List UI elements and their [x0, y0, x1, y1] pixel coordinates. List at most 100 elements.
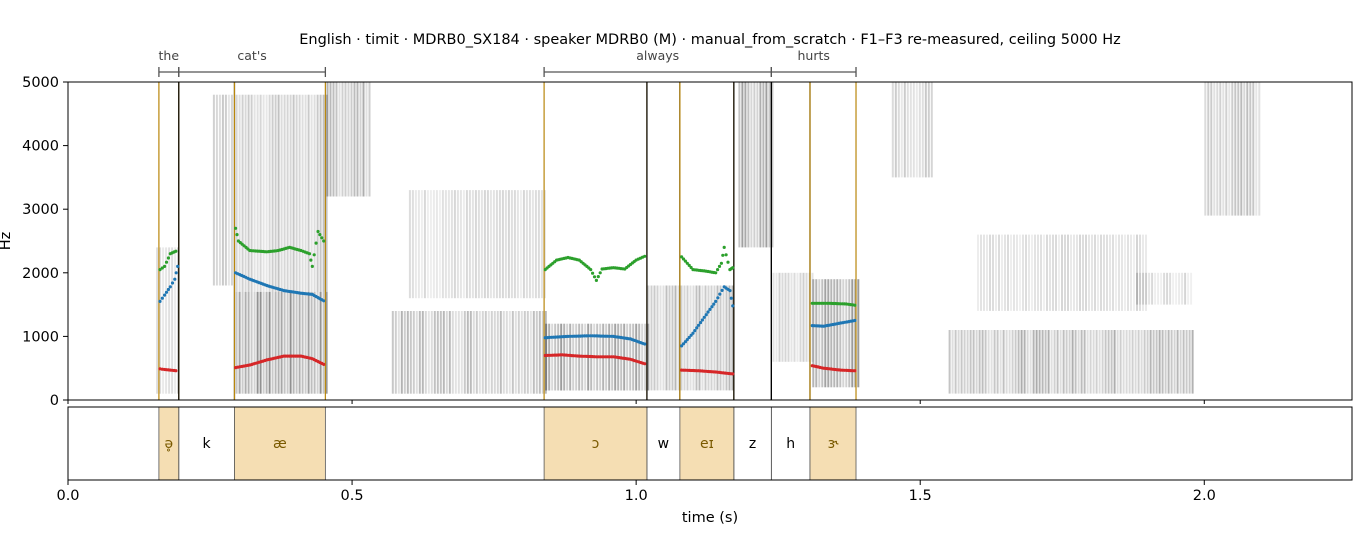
energy-striation — [1139, 272, 1142, 305]
energy-striation — [909, 82, 912, 178]
energy-striation — [415, 311, 418, 394]
formant-point-f3 — [594, 278, 599, 282]
energy-striation — [496, 311, 499, 394]
energy-striation — [414, 190, 417, 299]
energy-striation — [159, 247, 162, 394]
vowel-interval — [809, 407, 856, 480]
energy-striation — [541, 311, 544, 394]
energy-striation — [1127, 234, 1129, 311]
energy-striation — [529, 311, 532, 394]
energy-striation — [227, 94, 230, 286]
energy-striation — [977, 234, 979, 311]
y-tick-label: 4000 — [22, 139, 59, 155]
energy-striation — [283, 291, 286, 394]
energy-striation — [480, 190, 483, 299]
energy-striation — [1016, 234, 1018, 311]
energy-striation — [1064, 234, 1066, 311]
energy-striation — [1136, 234, 1138, 311]
energy-striation — [713, 285, 716, 391]
formant-point-f2 — [693, 329, 697, 333]
energy-striation — [632, 323, 635, 391]
energy-striation — [534, 190, 537, 299]
energy-striation — [906, 82, 909, 178]
formant-point-f2 — [173, 277, 177, 281]
energy-striation — [815, 279, 818, 388]
energy-striation — [1237, 82, 1240, 216]
formant-point-f2 — [691, 331, 695, 335]
y-tick-label: 5000 — [22, 75, 59, 91]
energy-striation — [710, 285, 713, 391]
energy-striation — [427, 311, 430, 394]
formant-point-f2 — [720, 288, 724, 292]
energy-striation — [471, 190, 474, 299]
energy-striation — [921, 82, 924, 178]
energy-striation — [1052, 234, 1054, 311]
energy-striation — [1134, 330, 1137, 394]
energy-striation — [456, 190, 459, 299]
energy-striation — [1098, 330, 1101, 394]
energy-striation — [1130, 234, 1132, 311]
energy-striation — [960, 330, 963, 394]
energy-striation — [1166, 272, 1169, 305]
energy-striation — [668, 285, 671, 391]
formant-point-f3 — [166, 256, 170, 260]
energy-striation — [790, 272, 793, 362]
energy-striation — [316, 94, 319, 292]
energy-striation — [256, 291, 259, 394]
formant-point-f3 — [719, 261, 724, 265]
energy-striation — [900, 82, 903, 178]
energy-striation — [1142, 272, 1145, 305]
energy-striation — [1010, 234, 1012, 311]
energy-striation — [319, 291, 322, 394]
formant-point-f3 — [722, 245, 726, 249]
energy-striation — [492, 190, 495, 299]
energy-striation — [771, 82, 774, 248]
energy-striation — [522, 190, 525, 299]
energy-striation — [731, 285, 734, 391]
energy-striation — [463, 311, 466, 394]
energy-striation — [499, 311, 502, 394]
energy-striation — [1005, 330, 1008, 394]
formant-point-f2 — [729, 296, 733, 300]
energy-striation — [680, 285, 683, 391]
energy-striation — [298, 94, 301, 292]
energy-striation — [1169, 272, 1172, 305]
energy-striation — [626, 323, 629, 391]
energy-striation — [304, 291, 307, 394]
energy-striation — [310, 291, 313, 394]
energy-striation — [833, 279, 836, 388]
energy-striation — [1185, 330, 1188, 394]
energy-striation — [250, 94, 253, 292]
energy-striation — [1122, 330, 1125, 394]
chart-title: English · timit · MDRB0_SX184 · speaker … — [299, 32, 1121, 48]
energy-striation — [1023, 330, 1026, 394]
energy-striation — [728, 285, 731, 391]
energy-striation — [638, 323, 641, 391]
energy-striation — [1047, 330, 1050, 394]
energy-striation — [811, 272, 814, 362]
energy-striation — [1004, 234, 1006, 311]
energy-striation — [307, 94, 310, 292]
energy-striation — [1161, 330, 1164, 394]
energy-striation — [347, 82, 350, 197]
formant-point-f3 — [309, 258, 313, 262]
energy-striation — [486, 190, 489, 299]
energy-striation — [986, 234, 988, 311]
y-axis-label: Hz — [0, 232, 14, 251]
energy-striation — [1116, 330, 1119, 394]
energy-striation — [247, 291, 250, 394]
energy-striation — [1181, 272, 1184, 305]
energy-striation — [444, 190, 447, 299]
energy-striation — [325, 94, 328, 292]
energy-striation — [802, 272, 805, 362]
energy-striation — [478, 311, 481, 394]
formant-point-f3 — [726, 260, 730, 264]
energy-striation — [1160, 272, 1163, 305]
formant-point-f2 — [710, 305, 714, 309]
energy-striation — [406, 311, 409, 394]
energy-striation — [265, 291, 268, 394]
energy-striation — [995, 234, 997, 311]
energy-striation — [493, 311, 496, 394]
energy-striation — [563, 323, 566, 391]
energy-striation — [489, 190, 492, 299]
